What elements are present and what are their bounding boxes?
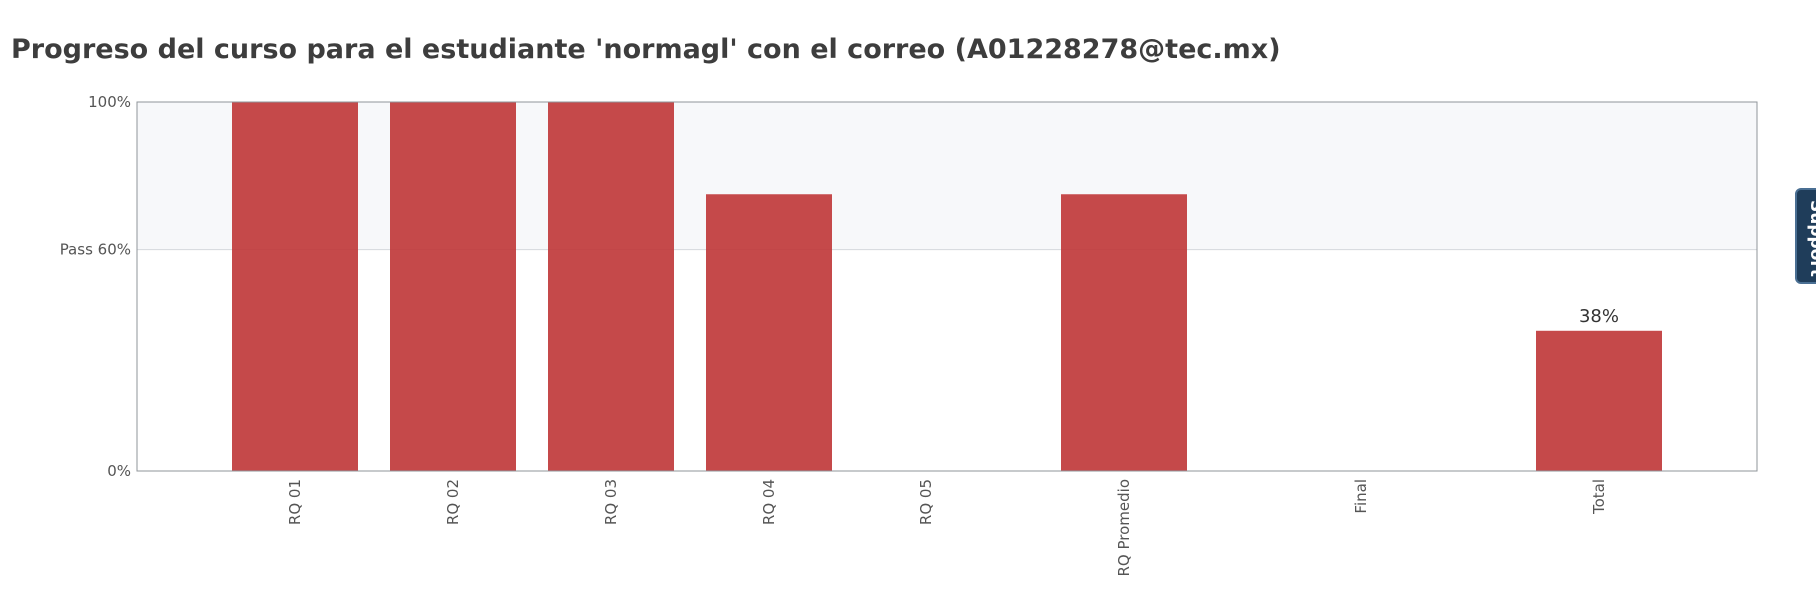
- bar-rq-promedio: [1061, 194, 1187, 471]
- x-tick-label-rq-04: RQ 04: [760, 479, 778, 525]
- x-tick-label-rq-01: RQ 01: [286, 479, 304, 525]
- bar-rq-03: [548, 102, 674, 471]
- data-label-total: 38%: [1579, 306, 1619, 327]
- bar-rq-04: [706, 194, 832, 471]
- bar-total: [1536, 330, 1662, 471]
- bar-rq-02: [390, 102, 516, 471]
- y-tick-label-0: 0%: [107, 462, 131, 480]
- x-tick-label-rq-05: RQ 05: [917, 479, 935, 525]
- x-tick-label-rq-02: RQ 02: [444, 479, 462, 525]
- x-tick-label-rq-promedio: RQ Promedio: [1115, 479, 1133, 577]
- x-tick-label-rq-03: RQ 03: [602, 479, 620, 525]
- x-tick-label-final: Final: [1352, 479, 1370, 514]
- y-tick-label-100: 100%: [88, 93, 131, 111]
- x-tick-label-total: Total: [1590, 479, 1608, 515]
- support-tab[interactable]: Support: [1795, 188, 1816, 284]
- pass-band: [137, 102, 1757, 250]
- bar-rq-01: [232, 102, 358, 471]
- y-tick-label-60: Pass 60%: [60, 241, 131, 259]
- plot-border: [136, 101, 1758, 472]
- support-tab-label: Support: [1806, 200, 1816, 277]
- page-title: Progreso del curso para el estudiante 'n…: [11, 34, 1281, 65]
